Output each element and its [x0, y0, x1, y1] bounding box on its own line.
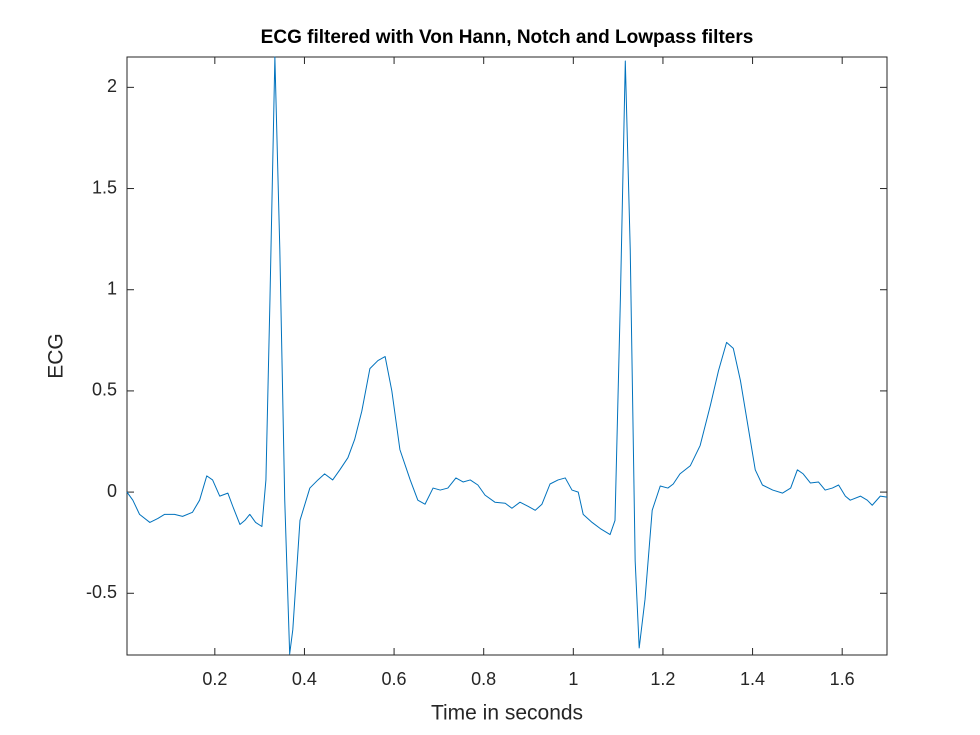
x-tick-label: 0.2 [202, 669, 227, 689]
x-tick-label: 1.4 [740, 669, 765, 689]
y-tick-label: 0 [107, 481, 117, 501]
y-tick-label: 2 [107, 76, 117, 96]
x-tick-label: 0.8 [471, 669, 496, 689]
x-tick-label: 1.6 [830, 669, 855, 689]
x-tick-label: 1.2 [650, 669, 675, 689]
y-tick-label: 1 [107, 278, 117, 298]
y-tick-label: 1.5 [92, 177, 117, 197]
x-tick-label: 0.6 [382, 669, 407, 689]
chart-title: ECG filtered with Von Hann, Notch and Lo… [261, 27, 754, 48]
x-axis-label: Time in seconds [431, 702, 583, 725]
y-axis-label: ECG [45, 333, 68, 379]
axes-box [126, 56, 888, 656]
y-tick-label: -0.5 [86, 582, 117, 602]
line-series [126, 56, 888, 655]
x-tick-label: 0.4 [292, 669, 317, 689]
x-tick-label: 1 [568, 669, 578, 689]
y-tick-label: 0.5 [92, 380, 117, 400]
